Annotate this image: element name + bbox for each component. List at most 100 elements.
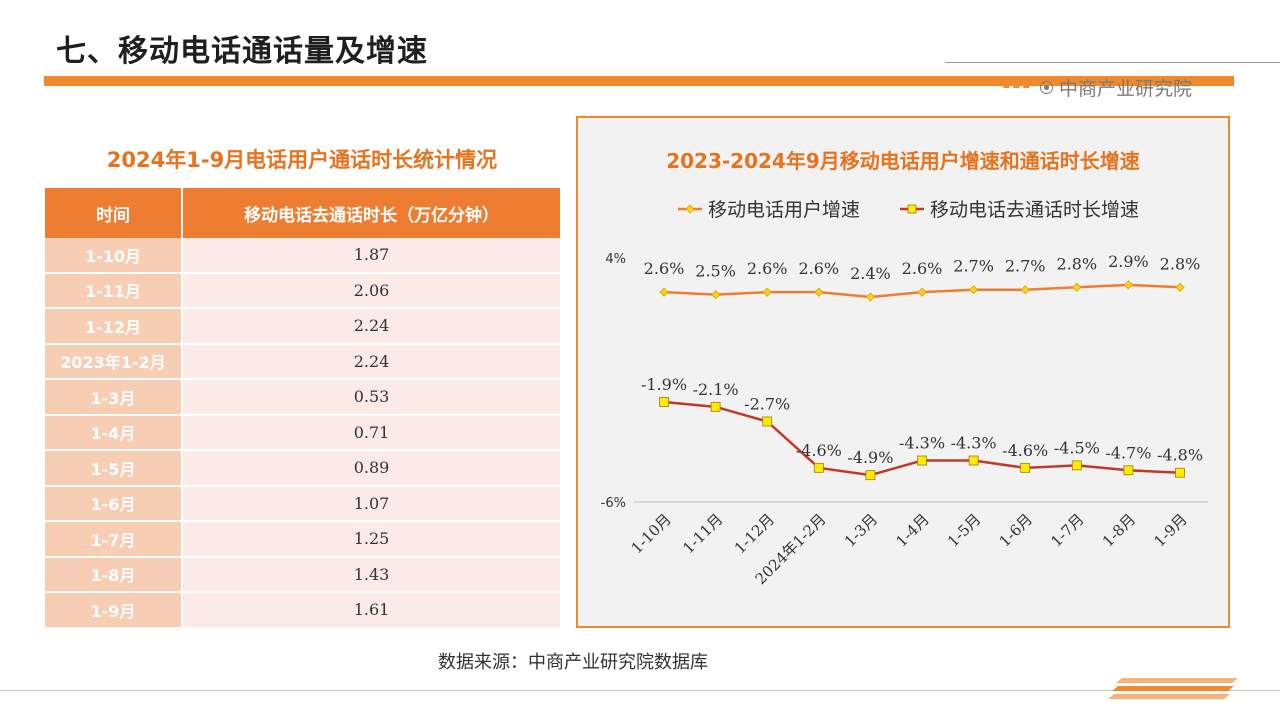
data-label-1: -4.6% [796,441,842,460]
header-time: 时间 [45,188,183,238]
data-label-0: 2.5% [695,262,736,281]
data-point-0 [917,287,927,297]
data-label-0: 2.6% [902,259,943,278]
row-value: 1.61 [182,592,560,629]
x-tick-label: 1-9月 [1150,510,1190,550]
data-label-0: 2.8% [1160,254,1201,273]
data-point-1 [968,455,979,466]
header-stripes-decoration [1003,76,1033,88]
table-title: 2024年1-9月电话用户通话时长统计情况 [106,148,498,172]
data-label-1: -4.5% [1054,438,1100,457]
table-header-row: 时间 移动电话去通话时长（万亿分钟） [45,188,560,238]
data-point-1 [865,470,876,481]
data-label-1: -4.9% [847,448,893,467]
row-time: 2023年1-2月 [45,343,183,380]
data-point-0 [865,292,875,302]
row-time: 1-12月 [45,308,183,345]
table-row: 1-6月 1.07 [45,485,560,522]
data-label-1: -1.9% [641,375,687,394]
row-time: 1-9月 [45,592,183,629]
table-row: 1-5月 0.89 [45,450,560,487]
legend-marker-1 [907,204,917,214]
x-tick-label: 1-6月 [996,510,1036,550]
brand-name: 中商产业研究院 [1059,78,1193,100]
x-tick-label: 1-8月 [1099,510,1139,550]
legend-label-1: 移动电话去通话时长增速 [930,199,1139,221]
footer-stripes-decoration [1108,678,1238,699]
footer-divider [0,690,1280,691]
data-label-1: -4.7% [1105,443,1151,462]
row-value: 0.53 [182,379,560,416]
data-point-1 [917,455,927,466]
data-point-1 [1123,465,1134,476]
data-label-1: -2.1% [693,380,739,399]
data-point-1 [710,401,721,412]
data-point-1 [1071,460,1082,471]
growth-chart-panel: 2023-2024年9月移动电话用户增速和通话时长增速移动电话用户增速 移动电话去… [576,116,1230,628]
row-time: 1-10月 [45,238,183,274]
data-label-0: 2.7% [953,257,994,276]
table-row: 1-3月 0.53 [45,379,560,416]
data-label-0: 2.6% [798,259,839,278]
x-tick-label: 1-4月 [892,510,932,550]
data-point-0 [659,287,669,297]
data-point-0 [1175,282,1185,292]
data-point-1 [1020,462,1031,473]
data-label-0: 2.9% [1108,252,1149,271]
row-time: 1-8月 [45,556,183,593]
header-divider [945,62,1280,63]
row-time: 1-7月 [45,521,183,558]
data-label-1: -4.3% [951,434,997,453]
row-time: 1-6月 [45,485,183,522]
data-label-0: 2.4% [850,264,891,283]
row-value: 2.24 [182,308,560,345]
row-time: 1-5月 [45,450,183,487]
brand-logo-icon [1040,81,1053,94]
data-point-0 [1123,280,1133,290]
data-point-0 [762,287,772,297]
data-label-1: -4.8% [1157,446,1203,465]
table-row: 1-9月 1.61 [45,592,560,629]
y-tick-label: 4% [605,252,626,267]
row-value: 2.24 [182,343,560,380]
data-label-1: -4.3% [899,434,945,453]
x-tick-label: 1-12月 [731,510,778,557]
row-value: 1.43 [182,556,560,593]
data-label-0: 2.7% [1005,257,1046,276]
legend-label-0: 移动电话用户增速 [708,199,860,221]
y-tick-label: -6% [601,496,626,511]
x-tick-label: 1-3月 [841,510,881,550]
table-row: 1-7月 1.25 [45,521,560,558]
chart-title: 2023-2024年9月移动电话用户增速和通话时长增速 [666,149,1140,173]
data-point-0 [969,285,979,295]
table-row: 1-11月 2.06 [45,272,560,309]
data-point-0 [1072,282,1082,292]
table-row: 1-12月 2.24 [45,308,560,345]
x-tick-label: 1-11月 [679,510,726,557]
data-label-0: 2.6% [644,259,685,278]
data-point-0 [711,290,721,300]
row-value: 1.07 [182,485,560,522]
data-point-0 [1020,285,1030,295]
data-point-1 [813,462,824,473]
data-label-0: 2.6% [747,259,788,278]
table-row: 1-8月 1.43 [45,556,560,593]
header-duration: 移动电话去通话时长（万亿分钟） [182,188,560,238]
data-label-1: -4.6% [1002,441,1048,460]
row-value: 1.25 [182,521,560,558]
row-value: 0.89 [182,450,560,487]
data-point-0 [814,287,824,297]
table-row: 2023年1-2月 2.24 [45,343,560,380]
row-time: 1-3月 [45,379,183,416]
brand: 中商产业研究院 [1040,74,1192,101]
title-accent-bar [44,76,1234,86]
row-time: 1-4月 [45,414,183,451]
data-point-1 [659,397,669,407]
x-tick-label: 1-5月 [944,510,984,550]
table-row: 1-10月 1.87 [45,238,560,274]
table-row: 1-4月 0.71 [45,414,560,451]
row-value: 2.06 [182,272,560,309]
data-source: 数据来源：中商产业研究院数据库 [438,652,708,673]
legend-marker-0 [685,204,695,214]
call-duration-table: 时间 移动电话去通话时长（万亿分钟） 1-10月 1.87 1-11月 2.06 1… [45,188,560,629]
